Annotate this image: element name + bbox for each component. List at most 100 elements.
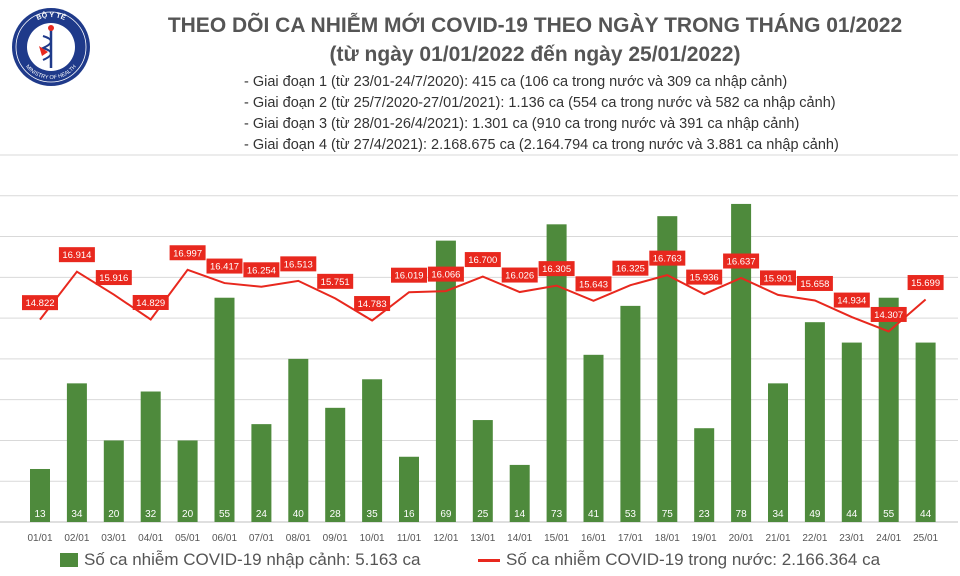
caduceus-emblem-icon: [39, 25, 54, 68]
bar-value-label: 35: [367, 509, 379, 520]
svg-text:BỘ Y TẾ: BỘ Y TẾ: [36, 10, 68, 22]
line-value-label: 16.026: [505, 271, 534, 282]
line-value-label: 15.936: [690, 273, 719, 284]
line-value-label: 14.829: [136, 298, 165, 309]
logo-top-text: BỘ Y TẾ: [36, 10, 68, 22]
line-label-bg: [649, 250, 686, 266]
line-value-label: 16.997: [173, 248, 202, 259]
bar: [140, 391, 161, 522]
line-value-label: 15.901: [763, 273, 792, 284]
legend-line-label: Số ca nhiễm COVID-19 trong nước: 2.166.3…: [506, 550, 881, 569]
legend-bar-item: Số ca nhiễm COVID-19 nhập cảnh: 5.163 ca: [60, 550, 420, 570]
x-tick-label: 04/01: [138, 533, 163, 544]
bar-value-label: 41: [588, 509, 600, 520]
line-label-bg: [723, 253, 760, 269]
line-label-bg: [760, 270, 796, 286]
bar-value-label: 49: [809, 509, 821, 520]
legend-bar-label: Số ca nhiễm COVID-19 nhập cảnh: 5.163 ca: [84, 550, 421, 569]
line-label-bg: [243, 262, 280, 278]
phase-item-4: - Giai đoạn 4 (từ 27/4/2021): 2.168.675 …: [244, 137, 839, 153]
line-value-label: 16.763: [653, 254, 682, 265]
line-label-bg: [833, 292, 870, 308]
line-label-bg: [169, 245, 206, 261]
line-value-label: 16.637: [727, 257, 756, 268]
bar-value-label: 44: [846, 509, 858, 520]
bar: [915, 342, 936, 522]
bar-value-label: 53: [625, 509, 637, 520]
bar: [288, 358, 309, 522]
line-label-bg: [206, 258, 243, 274]
x-tick-label: 05/01: [175, 533, 200, 544]
legend-line-swatch: [478, 558, 500, 562]
bar-value-label: 69: [440, 509, 452, 520]
x-tick-label: 02/01: [64, 533, 89, 544]
bar: [583, 354, 604, 522]
x-tick-label: 17/01: [618, 533, 643, 544]
x-tick-label: 08/01: [286, 533, 311, 544]
ministry-of-health-logo: BỘ Y TẾ MINISTRY OF HEALTH: [12, 8, 90, 86]
line-value-label: 16.305: [542, 264, 571, 275]
line-value-label: 16.254: [247, 265, 276, 276]
x-tick-label: 09/01: [323, 533, 348, 544]
x-tick-label: 12/01: [433, 533, 458, 544]
bar-value-label: 32: [145, 509, 157, 520]
bar-value-label: 34: [71, 509, 83, 520]
line-label-bg: [612, 260, 649, 276]
line-value-label: 16.019: [394, 271, 423, 282]
x-tick-label: 16/01: [581, 533, 606, 544]
x-tick-label: 14/01: [507, 533, 532, 544]
x-tick-label: 01/01: [27, 533, 52, 544]
line-value-label: 14.307: [874, 310, 903, 321]
bar-value-label: 20: [182, 509, 194, 520]
line-label-bg: [501, 267, 538, 283]
bar-value-label: 44: [920, 509, 932, 520]
line-value-label: 14.822: [25, 298, 54, 309]
x-tick-label: 03/01: [101, 533, 126, 544]
line-value-label: 15.643: [579, 279, 608, 290]
bar: [177, 440, 198, 522]
line-value-label: 16.513: [284, 259, 313, 270]
bar: [841, 342, 862, 522]
bar: [509, 464, 530, 522]
x-tick-label: 13/01: [470, 533, 495, 544]
x-tick-label: 24/01: [876, 533, 901, 544]
bar: [804, 322, 825, 522]
bar: [66, 383, 87, 522]
line-value-label: 15.699: [911, 278, 940, 289]
x-tick-label: 22/01: [802, 533, 827, 544]
line-label-bg: [132, 294, 169, 310]
x-tick-label: 11/01: [397, 533, 422, 544]
phase-item-1: - Giai đoạn 1 (từ 23/01-24/7/2020): 415 …: [244, 74, 788, 90]
bar: [657, 216, 678, 522]
line-label-bg: [22, 295, 58, 311]
line-value-label: 15.916: [99, 273, 128, 284]
line-label-bg: [95, 270, 132, 286]
line-label-bg: [464, 252, 501, 268]
x-tick-label: 20/01: [729, 533, 754, 544]
bar: [251, 424, 272, 522]
bar: [362, 379, 383, 522]
bar-value-label: 75: [662, 509, 674, 520]
bar: [435, 240, 456, 522]
bar: [103, 440, 124, 522]
phase-item-3: - Giai đoạn 3 (từ 28/01-26/4/2021): 1.30…: [244, 116, 800, 132]
bar: [768, 383, 788, 522]
bar-value-label: 13: [34, 509, 46, 520]
bar: [325, 407, 346, 522]
line-label-bg: [686, 269, 723, 285]
bar-value-label: 14: [514, 509, 526, 520]
x-tick-label: 07/01: [249, 533, 274, 544]
line-value-label: 16.417: [210, 262, 239, 273]
bar: [546, 224, 567, 523]
bar: [472, 420, 493, 522]
x-tick-label: 19/01: [692, 533, 717, 544]
line-label-bg: [796, 275, 833, 291]
bar-value-label: 24: [256, 509, 268, 520]
line-value-label: 15.751: [321, 277, 350, 288]
line-label-bg: [391, 267, 427, 283]
bar-value-label: 34: [772, 509, 784, 520]
line-value-label: 16.066: [431, 270, 460, 281]
x-tick-label: 25/01: [913, 533, 938, 544]
bar: [399, 456, 419, 522]
